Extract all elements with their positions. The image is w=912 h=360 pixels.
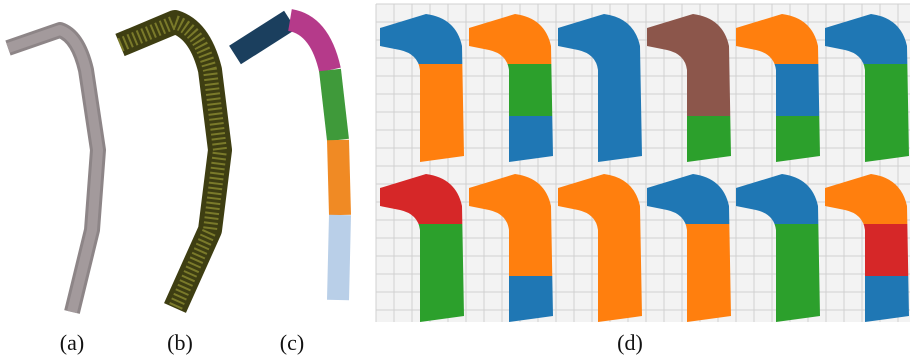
- panel-b: [120, 22, 220, 308]
- panel-a: [8, 30, 98, 312]
- caption: (c): [280, 330, 304, 355]
- caption: (b): [167, 330, 193, 355]
- figure: (a) (b) (c) (d): [0, 0, 912, 360]
- panel-c: [235, 20, 340, 300]
- caption: (d): [617, 330, 643, 355]
- caption: (a): [60, 330, 84, 355]
